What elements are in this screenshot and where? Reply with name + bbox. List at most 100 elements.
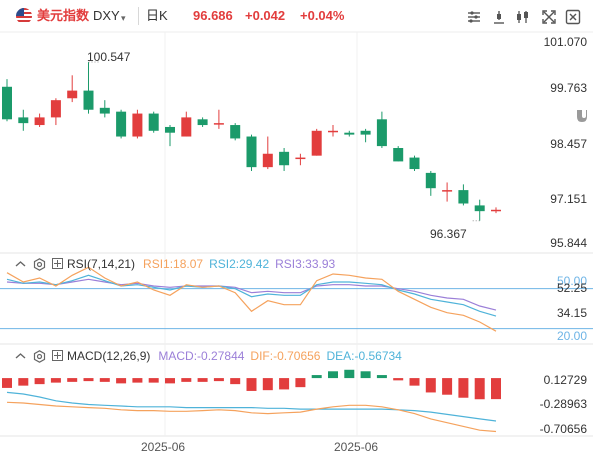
settings-gear-icon[interactable] xyxy=(33,257,46,271)
macd-histogram-bar xyxy=(148,378,159,383)
candle-body xyxy=(246,136,257,168)
period-selector[interactable]: 日K xyxy=(146,8,168,23)
candle-body xyxy=(311,130,322,156)
instrument-symbol[interactable]: DXY xyxy=(93,8,120,23)
macd-histogram-bar xyxy=(2,378,12,388)
rsi3-value: RSI3:33.93 xyxy=(275,257,336,271)
candle-body xyxy=(197,119,208,126)
settings-gear-icon[interactable] xyxy=(33,349,46,363)
fullscreen-icon[interactable] xyxy=(540,8,558,26)
macd-histogram-bar xyxy=(50,378,61,383)
rsi-header: RSI(7,14,21) RSI1:18.07 RSI2:29.42 RSI3:… xyxy=(14,256,335,272)
last-price: 96.686 xyxy=(193,8,233,23)
macd-histogram-bar xyxy=(18,378,29,386)
candle-body xyxy=(34,117,45,126)
candle-body xyxy=(230,125,241,139)
symbol-dropdown-icon[interactable]: ▾ xyxy=(121,13,126,23)
candle-body xyxy=(442,190,453,192)
candle-body xyxy=(18,117,29,124)
candle-body xyxy=(116,111,127,137)
candle-body xyxy=(132,113,143,137)
rsi-title[interactable]: RSI(7,14,21) xyxy=(67,257,136,271)
candle-body xyxy=(360,130,371,135)
candle-body xyxy=(474,205,485,212)
macd-histogram-bar xyxy=(393,378,404,381)
price-axis-tick: 101.070 xyxy=(543,35,587,49)
candle-body xyxy=(2,86,12,120)
candle-body xyxy=(344,132,355,135)
drawing-icon[interactable] xyxy=(490,8,508,26)
rsi1-line xyxy=(6,266,497,332)
screenshot-icon[interactable] xyxy=(564,8,582,26)
macd-title[interactable]: MACD(12,26,9) xyxy=(67,349,151,363)
candle-body xyxy=(165,126,175,133)
candle-body xyxy=(99,107,110,114)
macd-histogram-bar xyxy=(376,375,387,379)
dea-value: DEA:-0.56734 xyxy=(326,349,402,363)
macd-histogram-bar xyxy=(99,378,110,382)
macd-histogram-bar xyxy=(181,378,192,382)
macd-header: MACD(12,26,9) MACD:-0.27844 DIF:-0.70656… xyxy=(14,348,402,364)
macd-histogram-bar xyxy=(474,378,485,400)
rsi1-value: RSI1:18.07 xyxy=(143,257,204,271)
candle-body xyxy=(425,172,436,189)
macd-histogram-bar xyxy=(360,371,371,379)
collapse-icon[interactable] xyxy=(14,350,27,363)
macd-histogram-bar xyxy=(34,378,45,385)
collapse-icon[interactable] xyxy=(14,258,27,271)
macd-histogram-bar xyxy=(409,378,420,386)
candle-body xyxy=(50,100,61,118)
candle-body xyxy=(181,117,192,137)
candle-body xyxy=(148,113,159,131)
macd-histogram-bar xyxy=(328,371,338,379)
rsi2-line xyxy=(6,274,497,317)
price-change: +0.042 xyxy=(245,8,286,23)
candle-body xyxy=(279,151,290,166)
us-flag-icon xyxy=(16,8,32,24)
macd-histogram-bar xyxy=(213,378,224,382)
candle-body xyxy=(328,130,338,133)
macd-histogram-bar xyxy=(116,378,127,384)
compare-icon[interactable] xyxy=(514,8,532,26)
indicator-params-icon[interactable] xyxy=(52,349,65,363)
rsi3-line xyxy=(6,278,497,311)
macd-histogram-bar xyxy=(279,378,290,390)
rsi-band-label: 20.00 xyxy=(556,329,587,343)
macd-axis-tick: -0.28963 xyxy=(539,397,587,411)
indicator-settings-icon[interactable] xyxy=(465,8,483,26)
price-axis-tick: 95.844 xyxy=(550,236,587,250)
low-price-label: 96.367 xyxy=(430,227,467,241)
indicator-params-icon[interactable] xyxy=(52,257,65,271)
macd-histogram-bar xyxy=(83,378,94,382)
magnet-tool-icon[interactable] xyxy=(575,108,589,124)
macd-histogram-bar xyxy=(442,378,453,395)
x-axis-label: 2025-06 xyxy=(141,440,186,454)
macd-histogram-bar xyxy=(491,378,501,400)
rsi-axis-tick: 34.15 xyxy=(556,306,587,320)
macd-histogram-bar xyxy=(311,375,322,379)
macd-histogram-bar xyxy=(458,378,469,398)
rsi-band-label: 50.00 xyxy=(556,274,587,288)
toolbar-divider xyxy=(138,7,139,25)
macd-histogram-bar xyxy=(344,369,355,379)
rsi-axis-tick: 52.25 xyxy=(556,281,587,295)
candle-body xyxy=(83,90,94,110)
high-price-label: 100.547 xyxy=(87,50,131,64)
rsi2-value: RSI2:29.42 xyxy=(209,257,270,271)
macd-histogram-bar xyxy=(230,378,241,385)
dif-line xyxy=(6,401,497,433)
macd-histogram-bar xyxy=(197,378,208,382)
macd-histogram-bar xyxy=(295,378,306,388)
candle-body xyxy=(376,119,387,147)
macd-histogram-bar xyxy=(425,378,436,393)
macd-axis-tick: -0.70656 xyxy=(539,422,587,436)
candle-body xyxy=(295,157,306,160)
macd-axis-tick: 0.12729 xyxy=(543,373,587,387)
instrument-name[interactable]: 美元指数 xyxy=(37,8,90,23)
price-axis-tick: 99.763 xyxy=(550,81,587,95)
candle-body xyxy=(409,157,420,170)
candle-body xyxy=(458,190,469,204)
macd-histogram-bar xyxy=(246,378,257,391)
x-axis-label: 2025-06 xyxy=(334,440,379,454)
